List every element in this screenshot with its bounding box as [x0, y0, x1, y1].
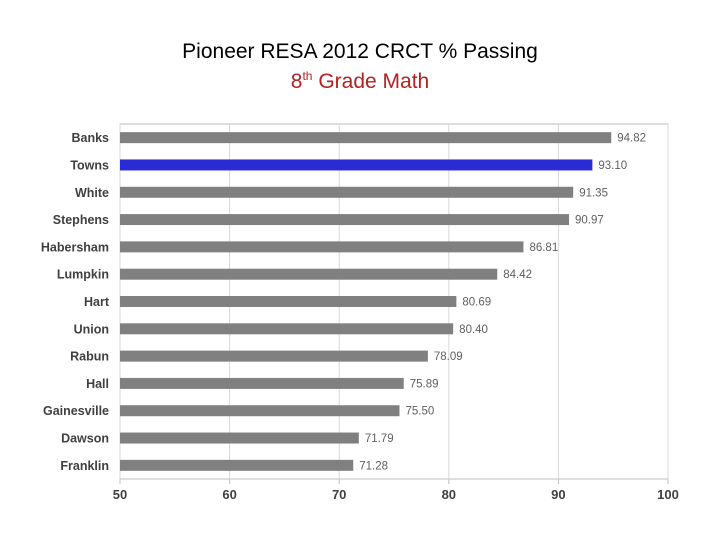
category-label: Stephens [53, 213, 109, 227]
bar-stephens [120, 214, 570, 226]
value-label: 78.09 [434, 351, 463, 363]
subtitle-text: Grade Math [312, 70, 430, 93]
x-tick-label: 70 [332, 487, 346, 502]
value-label: 93.10 [598, 160, 627, 172]
category-label: Hall [86, 377, 109, 391]
bar-franklin [120, 459, 354, 471]
category-label: Habersham [41, 240, 109, 254]
subtitle-grade-number: 8 [290, 70, 303, 93]
subtitle-ordinal-suffix: th [302, 69, 313, 83]
bar-white [120, 186, 574, 198]
value-label: 75.89 [410, 378, 439, 390]
x-tick-label: 90 [551, 487, 565, 502]
value-label: 71.28 [359, 460, 388, 472]
bar-hart [120, 296, 457, 307]
bar-rabun [120, 350, 428, 362]
x-tick-label: 100 [657, 487, 679, 502]
value-label: 75.50 [405, 406, 434, 418]
value-label: 91.35 [579, 187, 608, 199]
category-label: Franklin [60, 459, 109, 473]
value-label: 71.79 [365, 433, 394, 445]
category-label: Banks [71, 131, 109, 145]
value-label: 94.82 [617, 133, 646, 145]
x-tick-label: 50 [113, 487, 127, 502]
bar-hall [120, 377, 404, 389]
bar-union [120, 323, 454, 335]
x-tick-label: 60 [222, 487, 236, 502]
chart-title: Pioneer RESA 2012 CRCT % Passing [182, 40, 538, 63]
category-label: Dawson [61, 432, 109, 446]
bar-gainesville [120, 405, 400, 417]
value-label: 86.81 [529, 242, 558, 254]
category-label: White [75, 186, 109, 200]
bar-towns [120, 159, 593, 171]
bar-banks [120, 132, 612, 144]
value-label: 90.97 [575, 215, 604, 227]
category-label: Rabun [70, 350, 109, 364]
bar-lumpkin [120, 268, 498, 280]
category-label: Lumpkin [57, 268, 109, 282]
value-label: 80.40 [459, 324, 488, 336]
x-tick-label: 80 [442, 487, 456, 502]
chart-subtitle: 8th Grade Math [0, 69, 720, 94]
bar-habersham [120, 241, 524, 253]
category-label: Towns [70, 158, 109, 172]
category-label: Hart [84, 295, 110, 309]
category-label: Union [74, 322, 109, 336]
value-label: 80.69 [462, 297, 491, 309]
value-label: 84.42 [503, 269, 532, 281]
bar-dawson [120, 432, 359, 444]
category-label: Gainesville [43, 404, 109, 418]
